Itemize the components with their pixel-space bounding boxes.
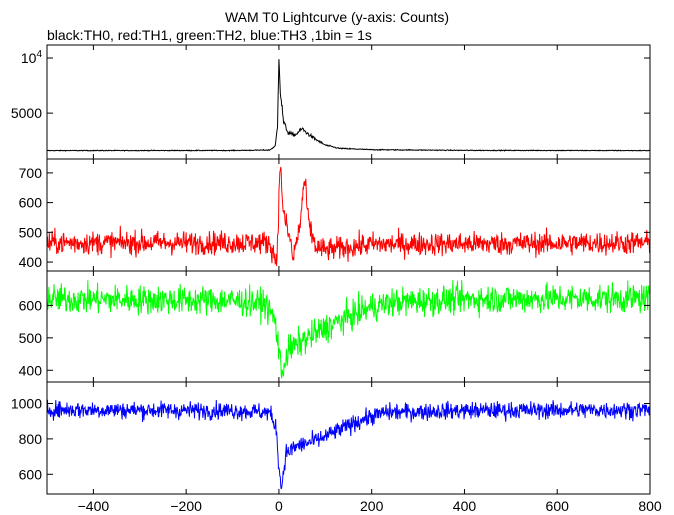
- x-tick-label: 600: [546, 498, 570, 514]
- x-tick-label: 0: [275, 498, 283, 514]
- y-tick-label: 104: [21, 49, 43, 66]
- y-tick-label: 800: [19, 431, 43, 447]
- x-tick-label: 200: [360, 498, 384, 514]
- y-tick-label: 600: [19, 195, 43, 211]
- x-tick-label: −400: [78, 498, 110, 514]
- y-tick-label: 5000: [11, 105, 42, 121]
- panel-frame: [46, 381, 651, 495]
- x-tick-label: 800: [638, 498, 662, 514]
- panel-frame: [46, 44, 651, 160]
- y-tick-label: 1000: [11, 395, 42, 411]
- panel-th0: 5000 104: [11, 44, 651, 160]
- x-tick-label: −200: [170, 498, 202, 514]
- y-tick-label: 600: [19, 466, 43, 482]
- x-tick-label: 400: [453, 498, 477, 514]
- series-line-th1: [46, 166, 651, 267]
- series-line-th2: [46, 279, 651, 379]
- y-tick-label: 500: [19, 224, 43, 240]
- chart-subtitle: black:TH0, red:TH1, green:TH2, blue:TH3 …: [47, 27, 372, 43]
- y-tick-label: 600: [19, 297, 43, 313]
- panel-th2: 400 500 600: [19, 270, 651, 383]
- y-tick-label: 700: [19, 165, 43, 181]
- series-line-th0: [46, 59, 651, 152]
- series-line-th3: [46, 399, 651, 490]
- panel-th1: 400 500 600 700: [19, 158, 651, 272]
- chart-title: WAM T0 Lightcurve (y-axis: Counts): [224, 9, 450, 25]
- y-tick-label: 400: [19, 254, 43, 270]
- panel-th3: 600 800 1000: [11, 381, 651, 495]
- y-tick-label: 400: [19, 362, 43, 378]
- y-tick-label: 500: [19, 330, 43, 346]
